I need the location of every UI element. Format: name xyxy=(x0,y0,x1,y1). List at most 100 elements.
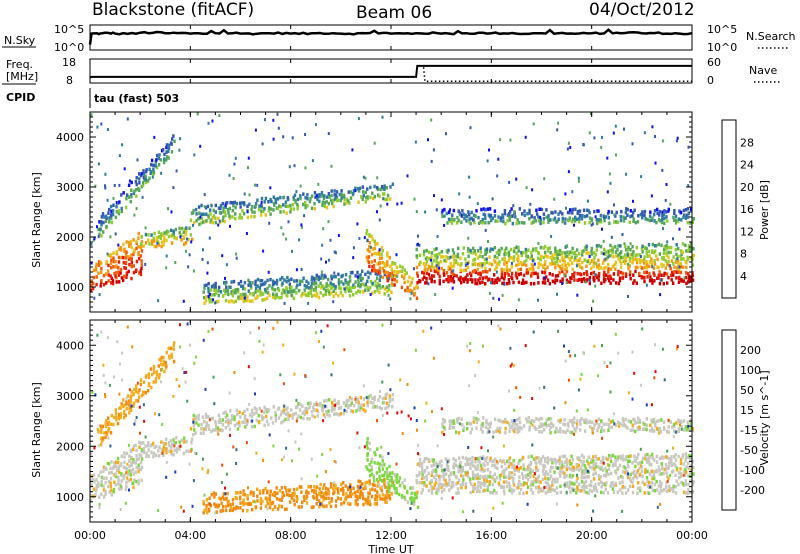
heatmap-cell xyxy=(193,153,196,157)
heatmap-cell xyxy=(361,282,365,286)
heatmap-cell xyxy=(518,425,521,430)
heatmap-cell xyxy=(363,236,366,240)
heatmap-cell xyxy=(607,418,611,422)
heatmap-cell xyxy=(162,239,166,243)
heatmap-cell xyxy=(219,509,222,513)
heatmap-cell xyxy=(416,280,419,285)
heatmap-cell xyxy=(293,487,296,492)
heatmap-cell xyxy=(224,203,227,207)
heatmap-cell xyxy=(339,497,342,501)
heatmap-cell xyxy=(428,257,431,261)
heatmap-cell xyxy=(475,426,478,430)
heatmap-cell xyxy=(673,265,676,269)
heatmap-cell xyxy=(89,479,92,483)
heatmap-cell xyxy=(118,392,121,396)
heatmap-cell xyxy=(462,426,466,430)
heatmap-cell xyxy=(571,418,574,423)
heatmap-cell xyxy=(391,261,394,265)
heatmap-cell xyxy=(386,278,389,283)
heatmap-cell xyxy=(333,193,336,197)
heatmap-cell xyxy=(645,260,648,264)
heatmap-cell xyxy=(586,277,589,282)
heatmap-cell xyxy=(523,221,526,225)
heatmap-cell xyxy=(657,276,660,280)
heatmap-cell xyxy=(130,390,133,394)
heatmap-cell xyxy=(568,473,572,478)
heatmap-cell xyxy=(302,192,305,196)
heatmap-cell xyxy=(362,407,365,412)
heatmap-cell xyxy=(484,208,487,212)
heatmap-cell xyxy=(593,209,596,214)
heatmap-cell xyxy=(361,269,364,273)
heatmap-cell xyxy=(140,244,143,248)
heatmap-cell xyxy=(675,252,678,257)
heatmap-cell xyxy=(415,210,418,213)
heatmap-cell xyxy=(425,248,428,253)
heatmap-cell xyxy=(110,212,113,216)
heatmap-cell xyxy=(474,252,478,257)
heatmap-cell xyxy=(537,459,541,464)
heatmap-cell xyxy=(359,484,362,488)
heatmap-cell xyxy=(403,495,406,500)
heatmap-cell xyxy=(602,422,605,427)
heatmap-cell xyxy=(564,460,567,464)
heatmap-cell xyxy=(107,429,110,433)
heatmap-cell xyxy=(526,255,530,259)
heatmap-cell xyxy=(614,124,617,128)
heatmap-cell xyxy=(580,489,583,493)
heatmap-cell xyxy=(678,267,681,271)
heatmap-cell xyxy=(434,468,438,472)
heatmap-cell xyxy=(479,246,482,250)
heatmap-cell xyxy=(374,242,377,247)
heatmap-cell xyxy=(603,270,606,275)
heatmap-cell xyxy=(567,485,571,490)
heatmap-cell xyxy=(588,261,591,266)
heatmap-cell xyxy=(286,275,289,280)
heatmap-cell xyxy=(304,374,307,378)
heatmap-cell xyxy=(541,208,544,212)
heatmap-cell xyxy=(621,275,624,280)
heatmap-cell xyxy=(451,481,455,485)
heatmap-cell xyxy=(672,273,675,277)
heatmap-cell xyxy=(590,259,594,263)
heatmap-cell xyxy=(157,299,160,303)
heatmap-cell xyxy=(304,200,307,205)
heatmap-cell xyxy=(235,256,238,260)
heatmap-cell xyxy=(454,458,457,463)
heatmap-cell xyxy=(568,210,571,215)
heatmap-cell xyxy=(599,429,603,434)
heatmap-cell xyxy=(342,481,345,485)
heatmap-cell xyxy=(591,431,594,435)
heatmap-cell xyxy=(389,297,392,301)
heatmap-cell xyxy=(486,462,489,466)
heatmap-cell xyxy=(491,491,495,495)
heatmap-cell xyxy=(384,406,387,411)
heatmap-cell xyxy=(498,474,502,478)
heatmap-cell xyxy=(313,408,316,412)
heatmap-cell xyxy=(120,486,123,490)
heatmap-cell xyxy=(499,419,502,423)
heatmap-cell xyxy=(651,249,654,253)
heatmap-cell xyxy=(347,494,350,499)
heatmap-cell xyxy=(450,270,453,274)
heatmap-cell xyxy=(542,489,545,493)
heatmap-cell xyxy=(557,217,560,221)
heatmap-cell xyxy=(537,474,541,478)
heatmap-cell xyxy=(310,281,314,285)
heatmap-cell xyxy=(423,469,427,473)
heatmap-cell xyxy=(473,213,476,218)
heatmap-cell xyxy=(656,276,659,280)
heatmap-cell xyxy=(518,207,521,211)
heatmap-cell xyxy=(345,399,348,403)
heatmap-cell xyxy=(160,358,163,363)
heatmap-cell xyxy=(96,428,100,432)
heatmap-cell xyxy=(118,154,121,158)
heatmap-cell xyxy=(457,431,461,435)
heatmap-cell xyxy=(167,149,170,153)
heatmap-cell xyxy=(411,277,414,281)
heatmap-cell xyxy=(593,488,596,492)
heatmap-cell xyxy=(658,491,661,495)
heatmap-cell xyxy=(613,469,617,474)
heatmap-cell xyxy=(537,256,540,260)
heatmap-cell xyxy=(664,463,668,467)
